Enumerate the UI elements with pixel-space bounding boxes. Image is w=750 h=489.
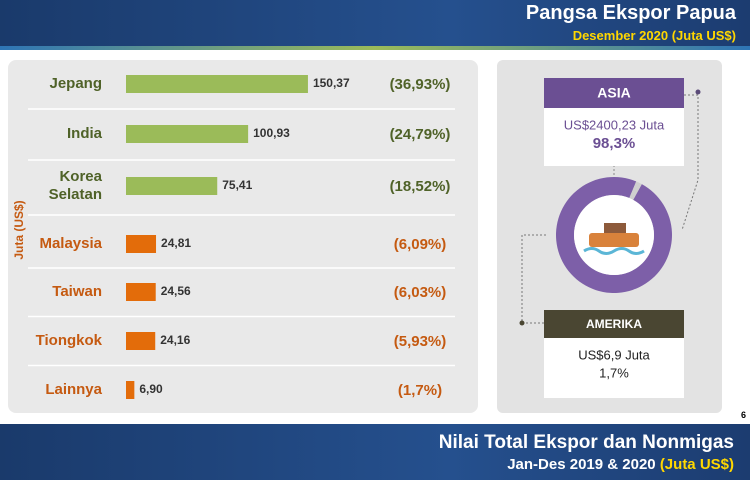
water-icon bbox=[583, 247, 645, 255]
bar bbox=[126, 125, 249, 143]
header-stripe bbox=[0, 46, 750, 50]
donut-segment bbox=[556, 177, 673, 294]
footer-period: Jan-Des 2019 & 2020 bbox=[507, 456, 656, 473]
connector-dot bbox=[695, 89, 701, 95]
bar bbox=[126, 381, 135, 399]
bar bbox=[126, 235, 157, 253]
connector bbox=[521, 234, 546, 324]
bar bbox=[126, 283, 156, 301]
category-label: Korea Selatan bbox=[48, 168, 102, 203]
share-label: (18,52%) bbox=[390, 178, 451, 195]
connector-dot bbox=[519, 320, 525, 326]
region-share: 1,7% bbox=[599, 365, 629, 380]
value-label: 100,93 bbox=[253, 126, 290, 140]
connector bbox=[681, 94, 699, 231]
value-label: 75,41 bbox=[222, 178, 252, 192]
share-label: (1,7%) bbox=[398, 382, 442, 399]
region-header bbox=[544, 310, 684, 338]
bar bbox=[126, 75, 308, 93]
footer-bottom bbox=[0, 480, 750, 489]
category-label: Lainnya bbox=[45, 381, 102, 398]
footer-subtitle: Jan-Des 2019 & 2020 (Juta US$) bbox=[507, 456, 734, 473]
header-subtitle: Desember 2020 (Juta US$) bbox=[572, 28, 736, 43]
header-band bbox=[0, 0, 750, 46]
category-label: Jepang bbox=[49, 75, 102, 92]
value-label: 24,16 bbox=[160, 333, 190, 347]
region-name: AMERIKA bbox=[586, 317, 642, 331]
share-label: (6,03%) bbox=[394, 284, 447, 301]
header-title: Pangsa Ekspor Papua bbox=[525, 2, 736, 24]
category-label: Taiwan bbox=[52, 283, 102, 300]
region-header bbox=[544, 78, 684, 108]
share-label: (5,93%) bbox=[394, 333, 447, 350]
value-label: 150,37 bbox=[313, 76, 350, 90]
region-name: ASIA bbox=[597, 85, 630, 101]
bar-panel bbox=[8, 60, 478, 413]
value-label: 6,90 bbox=[139, 382, 163, 396]
region-amount: US$2400,23 Juta bbox=[564, 117, 665, 132]
share-label: (36,93%) bbox=[390, 76, 451, 93]
footer-title: Nilai Total Ekspor dan Nonmigas bbox=[438, 432, 734, 453]
bar bbox=[126, 332, 156, 350]
category-label: Tiongkok bbox=[35, 332, 102, 349]
category-label: Malaysia bbox=[39, 235, 102, 252]
footer-band bbox=[0, 424, 750, 480]
footer-unit: (Juta US$) bbox=[659, 456, 734, 473]
region-amount: US$6,9 Juta bbox=[578, 347, 650, 362]
share-label: (24,79%) bbox=[390, 126, 451, 143]
bar bbox=[126, 177, 218, 195]
ship-icon bbox=[589, 233, 639, 247]
container-icon bbox=[604, 223, 626, 233]
value-label: 24,81 bbox=[161, 236, 191, 250]
page-number: 6 bbox=[740, 410, 746, 420]
y-axis-label: Juta (US$) bbox=[12, 200, 26, 259]
region-share: 98,3% bbox=[593, 135, 636, 152]
share-label: (6,09%) bbox=[394, 236, 447, 253]
value-label: 24,56 bbox=[161, 284, 191, 298]
category-label: India bbox=[66, 125, 102, 142]
donut-segment bbox=[629, 181, 642, 200]
